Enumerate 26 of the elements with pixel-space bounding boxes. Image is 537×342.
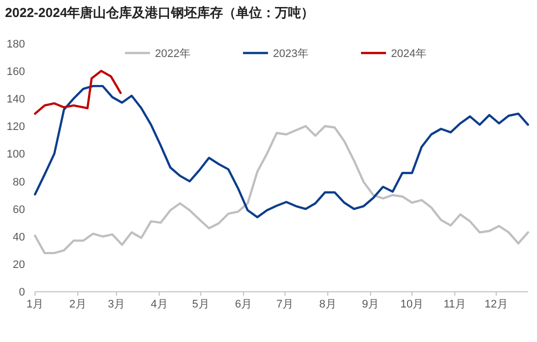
x-tick-label: 12月 xyxy=(484,298,508,311)
x-tick-label: 10月 xyxy=(400,298,424,311)
y-tick-label: 0 xyxy=(18,286,25,299)
y-tick-label: 40 xyxy=(12,232,25,244)
y-tick-label: 100 xyxy=(6,148,25,161)
legend-label: 2022年 xyxy=(155,48,190,60)
legend-label: 2024年 xyxy=(391,48,426,60)
x-tick-label: 8月 xyxy=(319,298,336,311)
x-tick-label: 7月 xyxy=(276,298,294,311)
y-tick-label: 120 xyxy=(6,121,25,134)
y-tick-label: 160 xyxy=(6,66,25,78)
x-tick-label: 9月 xyxy=(362,298,380,311)
title: 2022-2024年唐山仓库及港口钢坯库存（单位：万吨） xyxy=(5,5,314,20)
x-tick-label: 3月 xyxy=(108,298,126,311)
x-tick-label: 2月 xyxy=(69,298,86,311)
y-tick-label: 60 xyxy=(12,204,25,216)
x-tick-label: 1月 xyxy=(26,298,44,311)
y-tick-label: 180 xyxy=(6,38,25,50)
y-tick-label: 140 xyxy=(6,94,25,106)
x-tick-label: 6月 xyxy=(234,298,252,311)
x-tick-label: 5月 xyxy=(192,298,210,311)
x-tick-label: 4月 xyxy=(150,298,168,311)
y-tick-label: 20 xyxy=(12,259,25,272)
y-tick-label: 80 xyxy=(12,176,25,188)
legend-label: 2023年 xyxy=(273,48,308,60)
x-tick-label: 11月 xyxy=(444,298,466,311)
